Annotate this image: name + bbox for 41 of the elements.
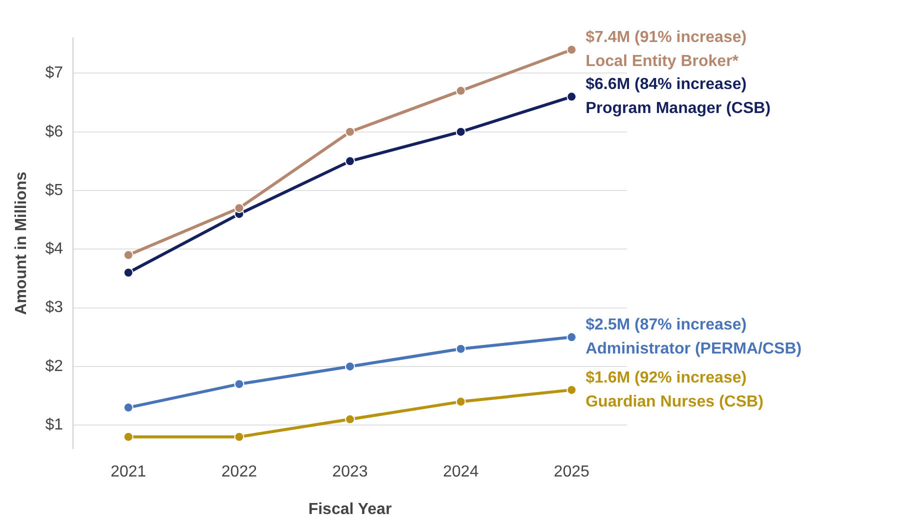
annotation: $6.6M (84% increase) (586, 76, 747, 94)
point (123, 432, 134, 442)
y-tick-label: $6 (45, 123, 64, 140)
x-tick-label: 2022 (221, 464, 258, 481)
series-label: Administrator (PERMA/CSB) (586, 340, 802, 358)
point (456, 396, 466, 407)
point (234, 432, 244, 442)
point (456, 86, 466, 96)
x-tick-label: 2021 (110, 464, 146, 481)
y-axis-title: Amount in Millions (13, 172, 30, 315)
series-label: Local Entity Broker* (586, 53, 740, 70)
point (345, 156, 355, 166)
y-tick-label: $2 (45, 358, 64, 375)
y-tick-label: $4 (45, 240, 64, 258)
point (345, 126, 355, 137)
y-tick-label: $7 (45, 64, 64, 82)
point (566, 332, 577, 342)
annotation: $2.5M (87% increase) (586, 316, 747, 334)
point (456, 344, 466, 354)
x-axis-title: Fiscal Year (308, 500, 392, 518)
point (456, 126, 466, 137)
series-label: Guardian Nurses (CSB) (586, 393, 764, 410)
x-tick-label: 2025 (554, 464, 590, 481)
annotation: $1.6M (92% increase) (586, 369, 747, 386)
point (234, 203, 244, 214)
x-tick-label: 2024 (443, 464, 479, 481)
y-tick-label: $5 (45, 182, 64, 199)
point (566, 44, 577, 55)
point (123, 268, 134, 278)
point (345, 414, 355, 424)
point (566, 92, 577, 102)
point (345, 361, 355, 372)
point (234, 379, 244, 390)
point (566, 384, 577, 395)
point (123, 402, 134, 413)
y-tick-label: $3 (45, 299, 64, 316)
annotation: $7.4M (91% increase) (586, 29, 747, 46)
point (123, 250, 134, 260)
series-label: Program Manager (CSB) (586, 100, 771, 118)
y-tick-label: $1 (45, 416, 64, 434)
x-tick-label: 2023 (332, 464, 368, 481)
